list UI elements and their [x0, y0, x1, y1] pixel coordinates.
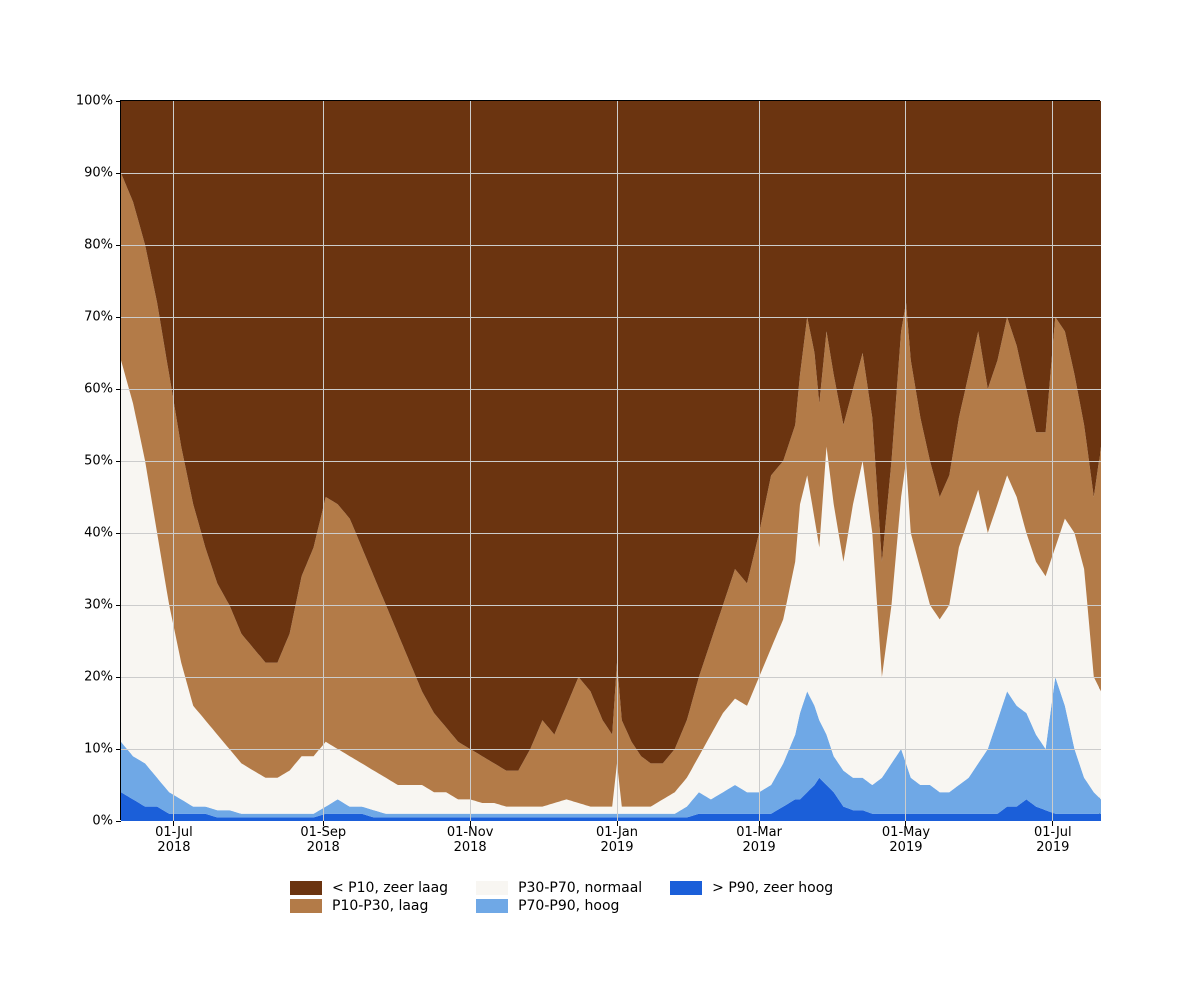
legend-swatch	[476, 899, 508, 913]
legend-swatch	[670, 881, 702, 895]
xtick-label: 01-May2019	[882, 819, 930, 855]
legend-label: < P10, zeer laag	[332, 880, 448, 896]
legend-column: > P90, zeer hoog	[670, 880, 833, 914]
grid-line-h	[121, 389, 1101, 390]
xtick-date: 01-Sep	[300, 825, 346, 840]
grid-line-v	[759, 101, 760, 821]
xtick-date: 01-Jan	[596, 825, 638, 840]
grid-line-h	[121, 677, 1101, 678]
xtick-date: 01-Jul	[155, 825, 193, 840]
grid-line-v	[1052, 101, 1053, 821]
xtick-date: 01-Mar	[736, 825, 782, 840]
xtick-date: 01-Nov	[447, 825, 494, 840]
legend-item: P30-P70, normaal	[476, 880, 642, 896]
legend-swatch	[476, 881, 508, 895]
ytick-label: 40%	[84, 526, 121, 541]
legend-item: > P90, zeer hoog	[670, 880, 833, 896]
ytick-label: 20%	[84, 670, 121, 685]
ytick-label: 50%	[84, 454, 121, 469]
legend: < P10, zeer laag P10-P30, laag P30-P70, no…	[290, 880, 833, 914]
legend-label: P10-P30, laag	[332, 898, 428, 914]
xtick-label: 01-Nov2018	[447, 819, 494, 855]
grid-line-h	[121, 461, 1101, 462]
ytick-label: 30%	[84, 598, 121, 613]
grid-line-v	[323, 101, 324, 821]
legend-column: P30-P70, normaal P70-P90, hoog	[476, 880, 642, 914]
legend-item: < P10, zeer laag	[290, 880, 448, 896]
grid-line-h	[121, 749, 1101, 750]
ytick-label: 80%	[84, 238, 121, 253]
xtick-year: 2018	[447, 840, 494, 855]
xtick-label: 01-Jul2019	[1034, 819, 1072, 855]
legend-column: < P10, zeer laag P10-P30, laag	[290, 880, 448, 914]
xtick-label: 01-Mar2019	[736, 819, 782, 855]
xtick-label: 01-Jul2018	[155, 819, 193, 855]
ytick-label: 90%	[84, 166, 121, 181]
xtick-year: 2019	[1034, 840, 1072, 855]
xtick-year: 2019	[882, 840, 930, 855]
figure: 0%10%20%30%40%50%60%70%80%90%100%01-Jul2…	[0, 0, 1200, 1000]
xtick-year: 2018	[155, 840, 193, 855]
grid-line-h	[121, 245, 1101, 246]
legend-label: P70-P90, hoog	[518, 898, 619, 914]
grid-line-h	[121, 533, 1101, 534]
ytick-label: 100%	[76, 94, 121, 109]
ytick-label: 60%	[84, 382, 121, 397]
ytick-label: 70%	[84, 310, 121, 325]
xtick-date: 01-May	[882, 825, 930, 840]
xtick-year: 2018	[300, 840, 346, 855]
ytick-label: 0%	[92, 814, 121, 829]
xtick-year: 2019	[596, 840, 638, 855]
xtick-label: 01-Sep2018	[300, 819, 346, 855]
grid-line-v	[173, 101, 174, 821]
grid-line-h	[121, 317, 1101, 318]
legend-label: P30-P70, normaal	[518, 880, 642, 896]
xtick-year: 2019	[736, 840, 782, 855]
xtick-label: 01-Jan2019	[596, 819, 638, 855]
grid-line-v	[470, 101, 471, 821]
xtick-date: 01-Jul	[1034, 825, 1072, 840]
ytick-label: 10%	[84, 742, 121, 757]
grid-line-h	[121, 605, 1101, 606]
legend-label: > P90, zeer hoog	[712, 880, 833, 896]
grid-line-v	[617, 101, 618, 821]
grid-line-v	[905, 101, 906, 821]
legend-item: P70-P90, hoog	[476, 898, 642, 914]
legend-swatch	[290, 899, 322, 913]
legend-item: P10-P30, laag	[290, 898, 448, 914]
legend-swatch	[290, 881, 322, 895]
grid-line-h	[121, 173, 1101, 174]
plot-area: 0%10%20%30%40%50%60%70%80%90%100%01-Jul2…	[120, 100, 1100, 820]
